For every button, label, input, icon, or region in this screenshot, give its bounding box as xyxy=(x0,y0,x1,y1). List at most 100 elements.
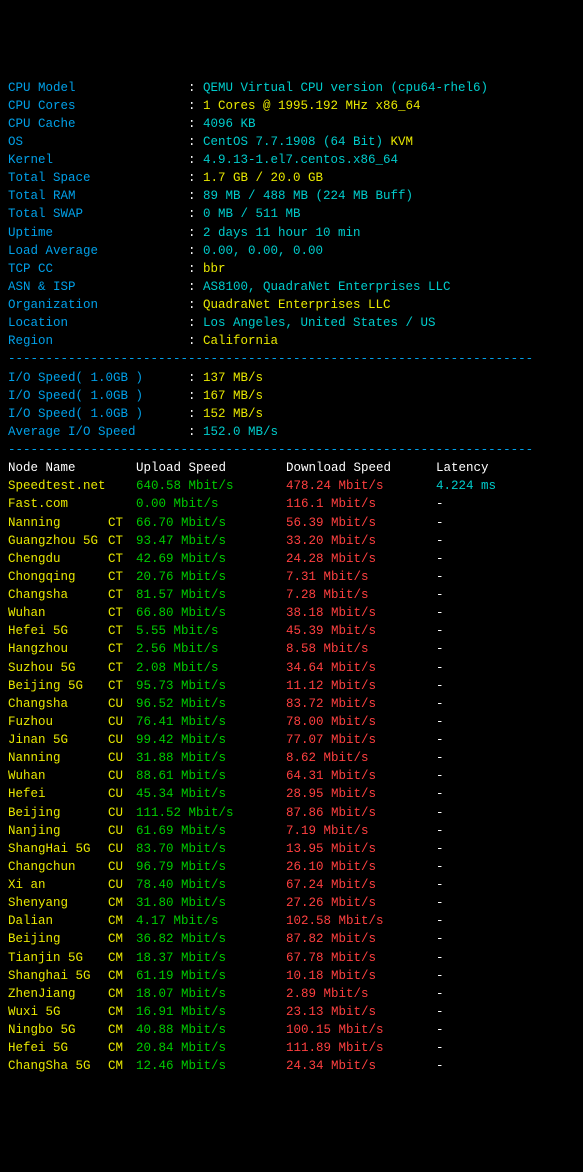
speed-latency: - xyxy=(436,858,444,876)
speed-upload: 2.56 Mbit/s xyxy=(136,640,286,658)
speed-node: Shenyang xyxy=(8,894,108,912)
speed-node: Beijing xyxy=(8,804,108,822)
sysinfo-label: CPU Cores xyxy=(8,97,188,115)
sysinfo-value: 2 days 11 hour 10 min xyxy=(203,226,361,240)
speed-upload: 88.61 Mbit/s xyxy=(136,767,286,785)
speed-latency: - xyxy=(436,586,444,604)
sysinfo-value: 0.00, 0.00, 0.00 xyxy=(203,244,323,258)
sysinfo-value: California xyxy=(203,334,278,348)
speed-upload: 18.07 Mbit/s xyxy=(136,985,286,1003)
speed-download: 7.19 Mbit/s xyxy=(286,822,436,840)
speed-node: Tianjin 5G xyxy=(8,949,108,967)
speed-latency: - xyxy=(436,532,444,550)
speed-latency: - xyxy=(436,514,444,532)
speed-download: 2.89 Mbit/s xyxy=(286,985,436,1003)
speed-latency: - xyxy=(436,894,444,912)
speed-isp: CU xyxy=(108,858,136,876)
separator: : xyxy=(188,425,203,439)
sysinfo-value: 0 MB / 511 MB xyxy=(203,207,301,221)
sysinfo-label: CPU Cache xyxy=(8,115,188,133)
sysinfo-value: 4.9.13-1.el7.centos.x86_64 xyxy=(203,153,398,167)
io-label: I/O Speed( 1.0GB ) xyxy=(8,369,188,387)
speed-upload: 83.70 Mbit/s xyxy=(136,840,286,858)
col-header-node: Node Name xyxy=(8,459,108,477)
speed-upload: 66.80 Mbit/s xyxy=(136,604,286,622)
speed-latency: - xyxy=(436,985,444,1003)
speed-download: 23.13 Mbit/s xyxy=(286,1003,436,1021)
speed-upload: 78.40 Mbit/s xyxy=(136,876,286,894)
speed-latency: - xyxy=(436,659,444,677)
speed-isp: CM xyxy=(108,985,136,1003)
speed-download: 87.82 Mbit/s xyxy=(286,930,436,948)
io-value: 137 MB/s xyxy=(203,371,263,385)
speed-isp: CT xyxy=(108,640,136,658)
speed-download: 34.64 Mbit/s xyxy=(286,659,436,677)
speed-download: 102.58 Mbit/s xyxy=(286,912,436,930)
separator: : xyxy=(188,135,203,149)
speed-upload: 76.41 Mbit/s xyxy=(136,713,286,731)
sysinfo-label: ASN & ISP xyxy=(8,278,188,296)
speed-latency: - xyxy=(436,930,444,948)
separator: : xyxy=(188,171,203,185)
sysinfo-value: AS8100, QuadraNet Enterprises LLC xyxy=(203,280,451,294)
divider: ----------------------------------------… xyxy=(8,352,533,366)
sysinfo-value: Los Angeles, United States / US xyxy=(203,316,436,330)
io-label: Average I/O Speed xyxy=(8,423,188,441)
speed-upload: 2.08 Mbit/s xyxy=(136,659,286,677)
sysinfo-label: Kernel xyxy=(8,151,188,169)
sysinfo-label: Load Average xyxy=(8,242,188,260)
io-value: 152.0 MB/s xyxy=(203,425,278,439)
speed-download: 7.28 Mbit/s xyxy=(286,586,436,604)
speed-isp: CU xyxy=(108,713,136,731)
speed-latency: - xyxy=(436,1003,444,1021)
sysinfo-value: 4096 KB xyxy=(203,117,256,131)
speed-isp: CM xyxy=(108,949,136,967)
speed-node: Hefei xyxy=(8,785,108,803)
speed-isp: CM xyxy=(108,1057,136,1075)
speed-node: Chongqing xyxy=(8,568,108,586)
speed-isp: CT xyxy=(108,622,136,640)
separator: : xyxy=(188,153,203,167)
speed-node: Changsha xyxy=(8,586,108,604)
speed-isp: CT xyxy=(108,677,136,695)
speed-latency: - xyxy=(436,785,444,803)
speed-download: 116.1 Mbit/s xyxy=(286,495,436,513)
speed-download: 24.28 Mbit/s xyxy=(286,550,436,568)
speed-latency: - xyxy=(436,604,444,622)
io-label: I/O Speed( 1.0GB ) xyxy=(8,387,188,405)
speed-latency: - xyxy=(436,640,444,658)
col-header-download: Download Speed xyxy=(286,459,436,477)
speed-upload: 81.57 Mbit/s xyxy=(136,586,286,604)
speed-node: Xi an xyxy=(8,876,108,894)
speed-node: Hangzhou xyxy=(8,640,108,658)
speed-node: Fuzhou xyxy=(8,713,108,731)
separator: : xyxy=(188,262,203,276)
speed-node: Wuxi 5G xyxy=(8,1003,108,1021)
speed-node: Changsha xyxy=(8,695,108,713)
speed-download: 11.12 Mbit/s xyxy=(286,677,436,695)
speed-download: 45.39 Mbit/s xyxy=(286,622,436,640)
speed-node: Beijing 5G xyxy=(8,677,108,695)
speed-isp: CM xyxy=(108,912,136,930)
speed-node: Jinan 5G xyxy=(8,731,108,749)
speed-download: 478.24 Mbit/s xyxy=(286,477,436,495)
speed-download: 10.18 Mbit/s xyxy=(286,967,436,985)
speed-latency: - xyxy=(436,731,444,749)
sysinfo-value: QuadraNet Enterprises LLC xyxy=(203,298,391,312)
speed-download: 87.86 Mbit/s xyxy=(286,804,436,822)
speed-node: Suzhou 5G xyxy=(8,659,108,677)
speed-upload: 66.70 Mbit/s xyxy=(136,514,286,532)
speed-upload: 12.46 Mbit/s xyxy=(136,1057,286,1075)
speed-download: 28.95 Mbit/s xyxy=(286,785,436,803)
separator: : xyxy=(188,207,203,221)
io-value: 167 MB/s xyxy=(203,389,263,403)
sysinfo-label: CPU Model xyxy=(8,79,188,97)
speed-node: Nanning xyxy=(8,749,108,767)
speed-latency: - xyxy=(436,804,444,822)
speed-node: ShangHai 5G xyxy=(8,840,108,858)
sysinfo-label: OS xyxy=(8,133,188,151)
separator: : xyxy=(188,407,203,421)
separator: : xyxy=(188,371,203,385)
sysinfo-value: bbr xyxy=(203,262,226,276)
separator: : xyxy=(188,244,203,258)
